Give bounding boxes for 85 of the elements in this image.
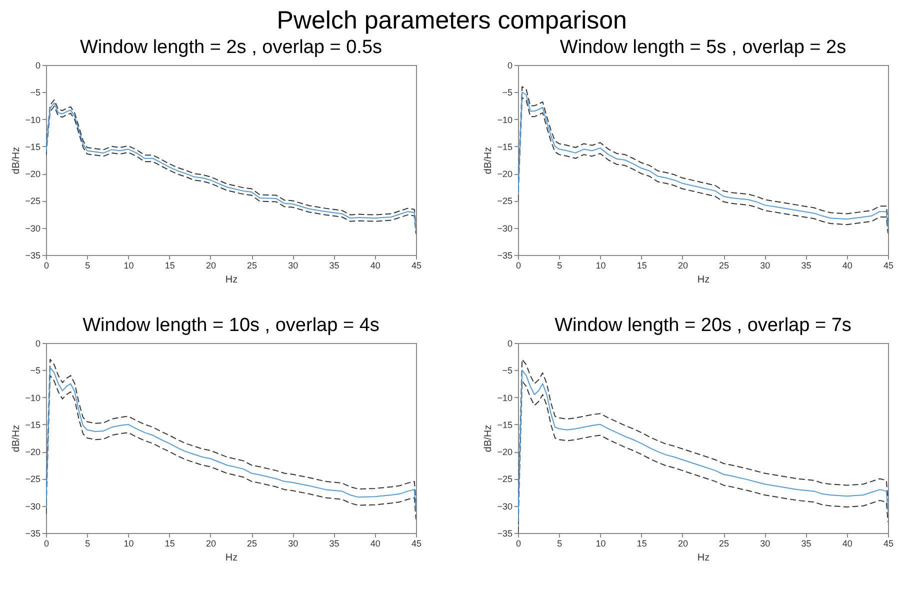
y-tick-label: 0 bbox=[35, 338, 40, 348]
y-tick-label: −20 bbox=[497, 447, 512, 458]
x-tick-label: 20 bbox=[206, 260, 216, 270]
y-tick-label: −10 bbox=[497, 392, 512, 403]
y-tick-label: −5 bbox=[30, 366, 40, 376]
chart-title: Window length = 5s , overlap = 2s bbox=[560, 37, 846, 58]
y-tick-label: −10 bbox=[25, 114, 40, 125]
y-tick-label: −15 bbox=[497, 420, 512, 430]
y-tick-label: −25 bbox=[497, 474, 512, 484]
y-axis-title: dB/Hz bbox=[11, 146, 22, 174]
y-tick-label: −5 bbox=[30, 88, 40, 98]
x-tick-label: 45 bbox=[883, 260, 894, 270]
y-tick-label: −20 bbox=[25, 447, 40, 458]
x-tick-label: 35 bbox=[801, 538, 812, 548]
y-tick-label: −25 bbox=[497, 196, 512, 206]
y-axis-title: dB/Hz bbox=[11, 424, 22, 452]
y-tick-label: −10 bbox=[25, 392, 40, 403]
y-tick-label: −30 bbox=[25, 223, 40, 234]
x-tick-label: 5 bbox=[557, 538, 562, 548]
y-tick-label: −15 bbox=[25, 420, 40, 430]
x-tick-label: 40 bbox=[370, 260, 380, 270]
x-tick-label: 35 bbox=[801, 260, 812, 270]
y-tick-label: −35 bbox=[497, 250, 512, 260]
y-tick-label: −15 bbox=[25, 142, 40, 152]
x-tick-label: 20 bbox=[206, 538, 216, 548]
x-tick-label: 20 bbox=[678, 260, 688, 270]
y-tick-label: −10 bbox=[497, 114, 512, 125]
x-tick-label: 30 bbox=[760, 260, 770, 270]
x-tick-label: 15 bbox=[636, 260, 647, 270]
x-tick-label: 20 bbox=[678, 538, 688, 548]
text: Pwelch parameters comparison bbox=[276, 6, 627, 34]
x-tick-label: 10 bbox=[596, 260, 606, 270]
y-tick-label: 0 bbox=[35, 60, 40, 70]
x-axis-title: Hz bbox=[697, 274, 710, 286]
x-tick-label: 15 bbox=[164, 260, 175, 270]
chart-title: Window length = 10s , overlap = 4s bbox=[82, 315, 380, 336]
y-axis-title: dB/Hz bbox=[483, 424, 494, 452]
x-tick-label: 0 bbox=[44, 260, 50, 270]
y-tick-label: −35 bbox=[25, 250, 40, 260]
x-tick-label: 45 bbox=[411, 260, 422, 270]
x-tick-label: 0 bbox=[516, 260, 522, 270]
y-tick-label: −5 bbox=[502, 366, 512, 376]
x-tick-label: 5 bbox=[85, 260, 90, 270]
y-tick-label: −15 bbox=[497, 142, 512, 152]
x-axis-title: Hz bbox=[697, 552, 710, 564]
x-tick-label: 5 bbox=[85, 538, 90, 548]
x-tick-label: 40 bbox=[370, 538, 380, 548]
y-tick-label: −30 bbox=[497, 223, 512, 234]
x-tick-label: 40 bbox=[842, 260, 852, 270]
y-tick-label: −5 bbox=[502, 88, 512, 98]
chart-title: Window length = 2s , overlap = 0.5s bbox=[80, 37, 382, 58]
x-tick-label: 0 bbox=[44, 538, 50, 548]
chart-title: Window length = 20s , overlap = 7s bbox=[554, 315, 852, 336]
y-axis-title: dB/Hz bbox=[483, 146, 494, 174]
y-tick-label: −25 bbox=[25, 474, 40, 484]
x-tick-label: 35 bbox=[329, 260, 340, 270]
x-tick-label: 30 bbox=[288, 260, 298, 270]
y-tick-label: 0 bbox=[507, 60, 512, 70]
x-tick-label: 30 bbox=[288, 538, 298, 548]
x-tick-label: 15 bbox=[636, 538, 647, 548]
x-axis-title: Hz bbox=[225, 552, 238, 564]
x-tick-label: 25 bbox=[719, 260, 730, 270]
x-tick-label: 45 bbox=[411, 538, 422, 548]
y-tick-label: −30 bbox=[25, 501, 40, 512]
x-tick-label: 0 bbox=[516, 538, 522, 548]
y-tick-label: 0 bbox=[507, 338, 512, 348]
y-tick-label: −20 bbox=[497, 169, 512, 180]
x-tick-label: 10 bbox=[124, 260, 134, 270]
y-tick-label: −25 bbox=[25, 196, 40, 206]
y-tick-label: −20 bbox=[25, 169, 40, 180]
x-tick-label: 25 bbox=[719, 538, 730, 548]
x-tick-label: 10 bbox=[124, 538, 134, 548]
x-tick-label: 30 bbox=[760, 538, 770, 548]
y-tick-label: −35 bbox=[497, 528, 512, 538]
x-tick-label: 25 bbox=[247, 260, 258, 270]
x-tick-label: 5 bbox=[557, 260, 562, 270]
y-tick-label: −35 bbox=[25, 528, 40, 538]
x-tick-label: 15 bbox=[164, 538, 175, 548]
y-tick-label: −30 bbox=[497, 501, 512, 512]
x-tick-label: 40 bbox=[842, 538, 852, 548]
x-axis-title: Hz bbox=[225, 274, 238, 286]
x-tick-label: 25 bbox=[247, 538, 258, 548]
x-tick-label: 45 bbox=[883, 538, 894, 548]
x-tick-label: 35 bbox=[329, 538, 340, 548]
x-tick-label: 10 bbox=[596, 538, 606, 548]
